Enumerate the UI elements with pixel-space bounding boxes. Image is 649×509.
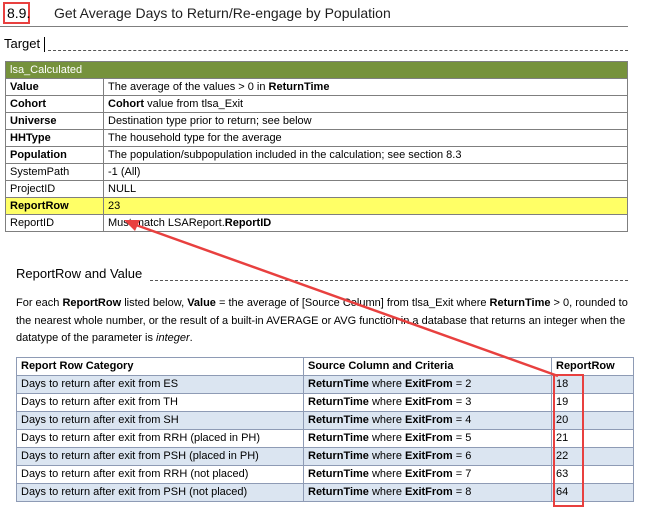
report-row-category: Days to return after exit from SH [16, 411, 304, 430]
text-cursor [44, 37, 45, 52]
reportrow-highlight-box [553, 374, 584, 507]
text-run: 23 [108, 200, 121, 212]
text-run: ReportRow [62, 297, 122, 309]
text-run: where [368, 450, 405, 462]
field-description: The average of the values > 0 in ReturnT… [103, 78, 628, 96]
text-run: = 2 [452, 378, 472, 390]
section-number: 8.9. [3, 2, 30, 24]
report-row-number: 18 [551, 375, 634, 394]
text-run: ExitFrom [405, 432, 453, 444]
report-table-row: Days to return after exit from RRH (not … [16, 465, 634, 484]
section-title: Get Average Days to Return/Re-engage by … [54, 5, 391, 21]
text-run: ReportID [224, 217, 272, 229]
text-run: ReturnTime [308, 432, 369, 444]
report-table-row: Days to return after exit from PSH (not … [16, 483, 634, 502]
text-run: ReturnTime [268, 81, 330, 93]
text-run: where [368, 468, 405, 480]
report-table-row: Days to return after exit from ES ReturnT… [16, 375, 634, 394]
text-run: integer [156, 332, 190, 344]
text-run: The household type for the average [108, 132, 282, 144]
text-run: where [368, 414, 405, 426]
text-run: ReturnTime [308, 486, 369, 498]
report-row-category: Days to return after exit from PSH (not … [16, 483, 304, 502]
text-run: ExitFrom [405, 378, 453, 390]
arrow-head [124, 220, 140, 231]
description-paragraph: For each ReportRow listed below, Value =… [16, 295, 636, 348]
text-run: ReturnTime [308, 468, 369, 480]
calc-table-row: ReportID Must match LSAReport.ReportID [5, 214, 628, 232]
report-row-table: Report Row Category Source Column and Cr… [16, 357, 634, 502]
text-run: value from tlsa_Exit [144, 98, 244, 110]
text-run: The average of the values > 0 in [108, 81, 269, 93]
calc-table-row: ReportRow 23 [5, 197, 628, 215]
text-run: ReturnTime [308, 414, 369, 426]
header-source: Source Column and Criteria [303, 357, 552, 376]
field-name: ReportID [5, 214, 104, 232]
text-run: where [368, 378, 405, 390]
text-run: where [368, 396, 405, 408]
text-run: ExitFrom [405, 396, 453, 408]
target-dashed-rule [48, 50, 628, 51]
source-criteria: ReturnTime where ExitFrom = 8 [303, 483, 552, 502]
report-row-number: 64 [551, 483, 634, 502]
text-run: LSAReport. [167, 217, 225, 229]
subsection-dashed-rule [150, 280, 628, 281]
text-run: = 4 [452, 414, 472, 426]
heading-underline [0, 26, 628, 27]
text-run: ReturnTime [489, 297, 551, 309]
text-run: The population/subpopulation included in… [108, 149, 462, 161]
text-run: listed below, [121, 297, 188, 309]
lsa-calculated-table: lsa_Calculated Value The average of the v… [5, 61, 628, 232]
arrow-line [135, 223, 559, 378]
text-run: ReturnTime [308, 450, 369, 462]
text-run: ExitFrom [405, 414, 453, 426]
text-run: Destination type prior to return; see be… [108, 115, 312, 127]
text-run: > 0, rounded to the nearest whole number… [16, 297, 628, 344]
report-table-row: Days to return after exit from TH ReturnT… [16, 393, 634, 412]
text-run: = 3 [452, 396, 472, 408]
text-run: ExitFrom [405, 468, 453, 480]
report-row-category: Days to return after exit from ES [16, 375, 304, 394]
text-run: = 6 [452, 450, 472, 462]
text-run: where [368, 432, 405, 444]
text-run: . [189, 332, 193, 344]
field-name: ReportRow [5, 197, 104, 215]
text-run: ExitFrom [405, 450, 453, 462]
text-run: where [368, 486, 405, 498]
text-run: Value [187, 297, 216, 309]
report-row-number: 22 [551, 447, 634, 466]
text-run: Cohort [108, 98, 145, 110]
text-run: For each [16, 297, 63, 309]
text-run: = 8 [452, 486, 472, 498]
text-run: = 7 [452, 468, 472, 480]
report-row-category: Days to return after exit from RRH (not … [16, 465, 304, 484]
calc-table-row: Value The average of the values > 0 in Re… [5, 78, 628, 96]
field-name: Population [5, 146, 104, 164]
report-row-number: 20 [551, 411, 634, 430]
text-run: ReturnTime [308, 378, 369, 390]
text-run: = 5 [452, 432, 472, 444]
field-description: 23 [103, 197, 628, 215]
text-run: NULL [108, 183, 137, 195]
source-criteria: ReturnTime where ExitFrom = 6 [303, 447, 552, 466]
target-label: Target [4, 36, 41, 51]
text-run: ExitFrom [405, 486, 453, 498]
text-run: -1 (All) [108, 166, 141, 178]
text-run: ReturnTime [308, 396, 369, 408]
subsection-heading: ReportRow and Value [16, 266, 143, 281]
